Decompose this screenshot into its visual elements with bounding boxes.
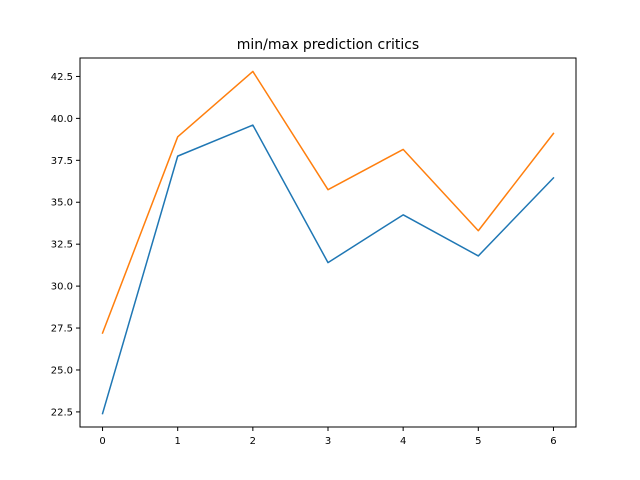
y-tick-label: 27.5 xyxy=(51,324,73,335)
y-axis: 22.5 25.0 27.5 30.0 32.5 35.0 37.5 40.0 42.5 xyxy=(51,72,80,418)
series-line-2 xyxy=(101,70,555,335)
y-tick-label: 32.5 xyxy=(51,240,73,251)
plot-area-frame xyxy=(79,57,577,428)
x-tick-label: 0 xyxy=(99,436,105,447)
y-tick-label: 37.5 xyxy=(51,156,73,167)
series-line-1 xyxy=(101,124,555,415)
chart-title: min/max prediction critics xyxy=(237,37,419,53)
y-tick-label: 25.0 xyxy=(51,365,73,376)
y-tick-label: 40.0 xyxy=(51,114,73,125)
x-tick-label: 5 xyxy=(475,436,481,447)
x-tick-label: 4 xyxy=(400,436,406,447)
y-tick-label: 42.5 xyxy=(51,72,73,83)
y-tick-label: 22.5 xyxy=(51,407,73,418)
y-tick-label: 30.0 xyxy=(51,282,73,293)
series-layer xyxy=(101,70,555,415)
y-tick-label: 35.0 xyxy=(51,198,73,209)
x-tick-label: 6 xyxy=(550,436,556,447)
x-axis: 0 1 2 3 4 5 6 xyxy=(99,427,557,447)
x-tick-label: 2 xyxy=(250,436,256,447)
x-tick-label: 3 xyxy=(325,436,331,447)
x-tick-label: 1 xyxy=(175,436,181,447)
